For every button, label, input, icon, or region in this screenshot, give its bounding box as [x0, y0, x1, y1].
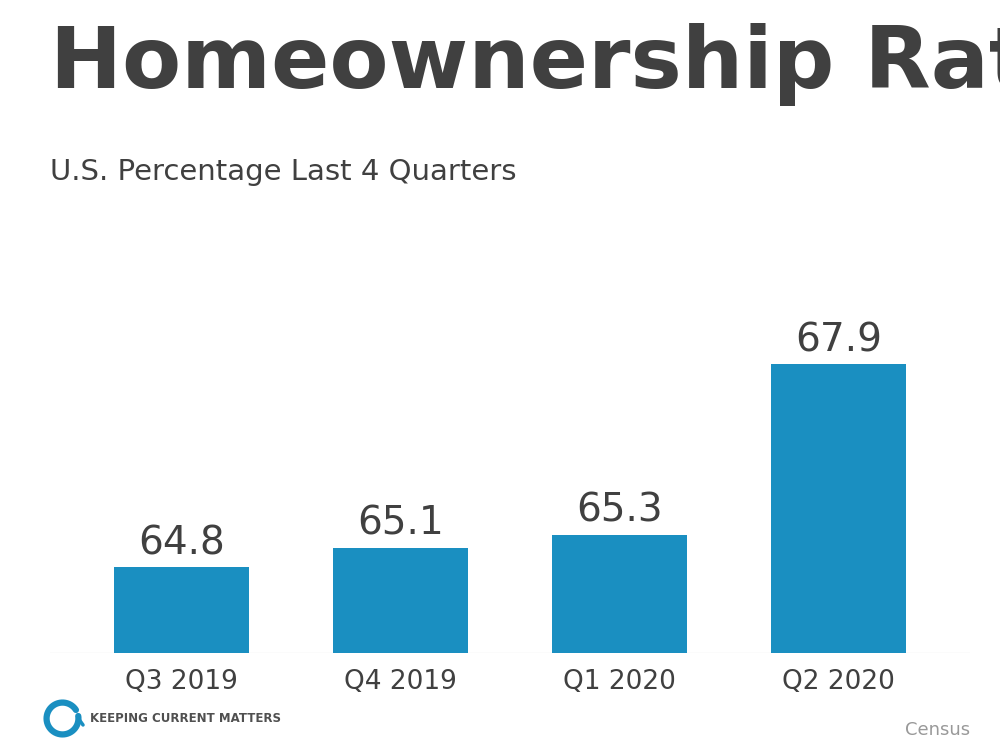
Bar — [114, 568, 249, 652]
Text: 65.3: 65.3 — [576, 491, 663, 530]
Text: Homeownership Rates: Homeownership Rates — [50, 22, 1000, 106]
Text: KEEPING CURRENT MATTERS: KEEPING CURRENT MATTERS — [90, 712, 281, 725]
Text: 64.8: 64.8 — [138, 524, 225, 562]
Text: 67.9: 67.9 — [795, 321, 882, 359]
Text: 65.1: 65.1 — [357, 505, 444, 542]
Bar — [333, 548, 468, 652]
Bar — [552, 535, 687, 652]
Text: Census: Census — [905, 721, 970, 739]
Bar — [771, 364, 906, 652]
Text: U.S. Percentage Last 4 Quarters: U.S. Percentage Last 4 Quarters — [50, 158, 516, 185]
